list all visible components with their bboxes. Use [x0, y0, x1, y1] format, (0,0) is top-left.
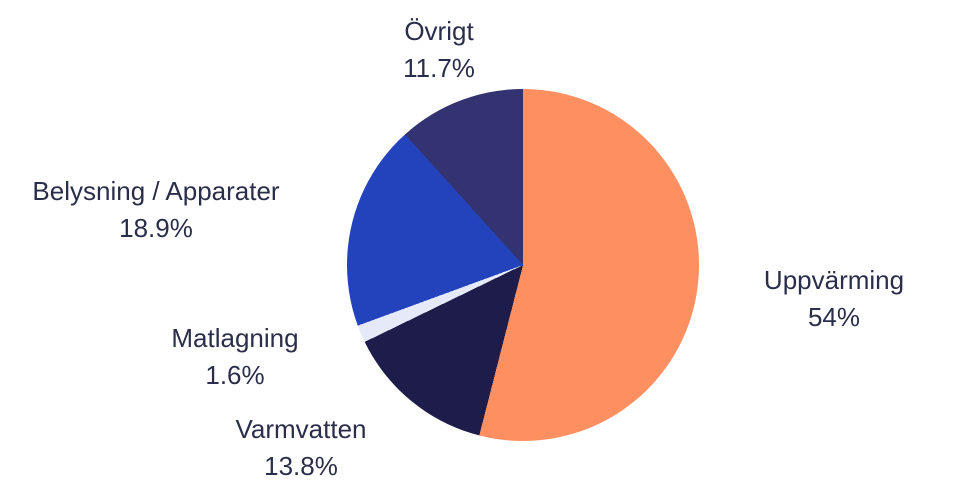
pie-chart	[347, 89, 699, 441]
slice-label-ovrigt: Övrigt 11.7%	[403, 13, 475, 87]
slice-percent: 18.9%	[119, 213, 193, 243]
slice-percent: 54%	[807, 302, 861, 332]
slice-name: Övrigt	[404, 16, 474, 46]
slice-percent: 1.6%	[205, 360, 265, 390]
slice-name: Varmvatten	[235, 414, 367, 444]
slice-label-uppvarming: Uppvärming 54%	[764, 262, 904, 336]
slice-name: Uppvärming	[763, 265, 905, 295]
slice-percent: 13.8%	[264, 451, 338, 481]
slice-name: Belysning / Apparater	[32, 176, 280, 206]
slice-label-belysning-apparater: Belysning / Apparater 18.9%	[32, 173, 279, 247]
slice-label-varmvatten: Varmvatten 13.8%	[235, 411, 366, 485]
slice-name: Matlagning	[171, 323, 299, 353]
slice-label-matlagning: Matlagning 1.6%	[171, 320, 298, 394]
slice-percent: 11.7%	[403, 53, 475, 83]
